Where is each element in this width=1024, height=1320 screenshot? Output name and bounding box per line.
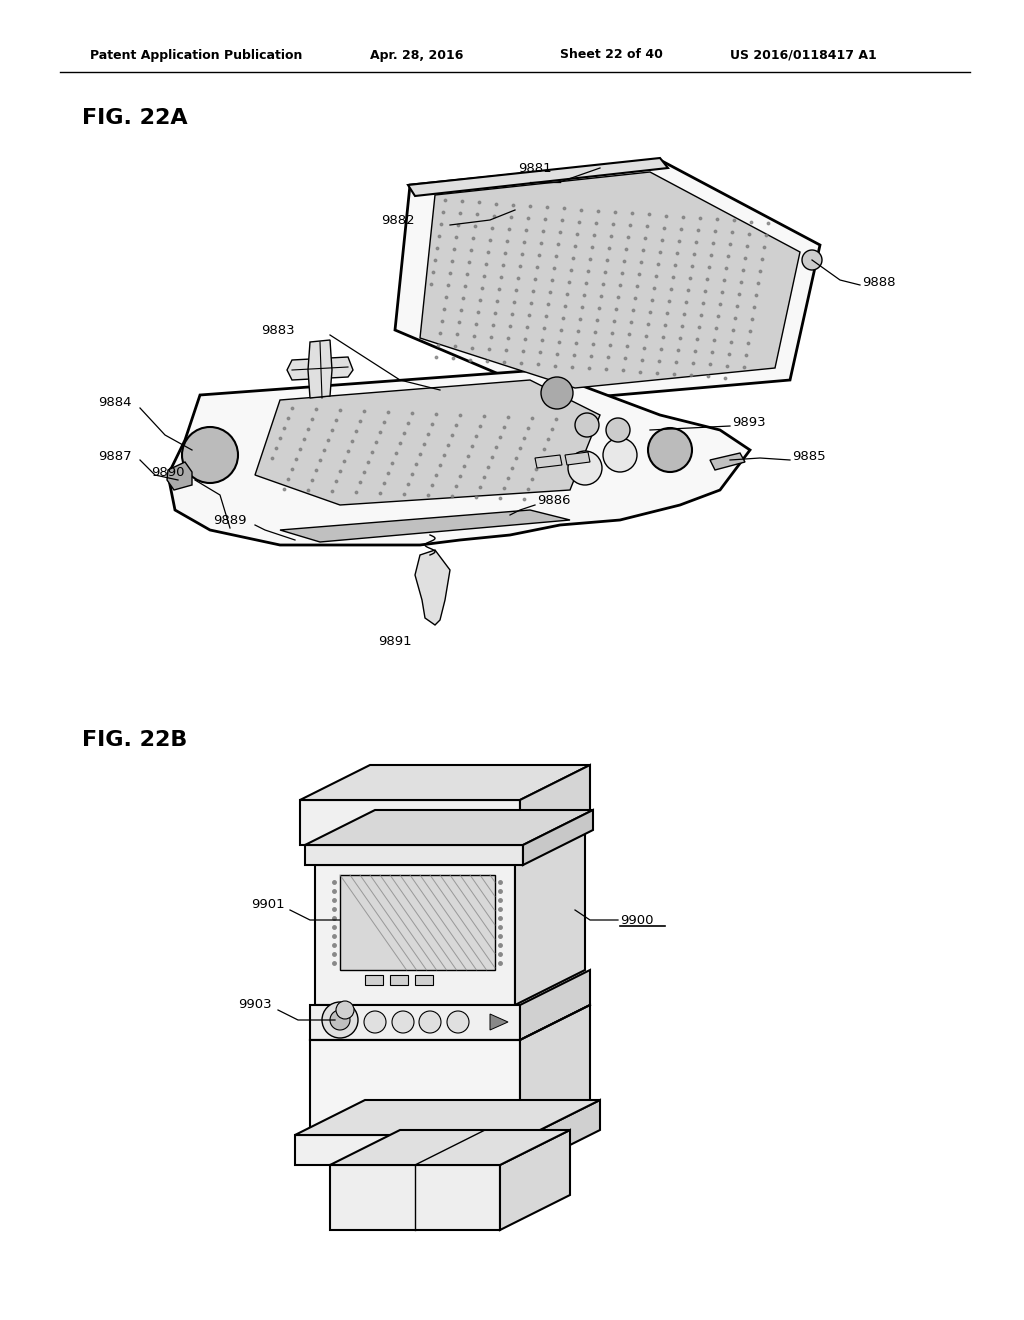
Polygon shape [310,1005,520,1040]
Polygon shape [520,766,590,845]
Polygon shape [530,1100,600,1166]
Circle shape [648,428,692,473]
Polygon shape [300,800,520,845]
Polygon shape [565,451,590,465]
Text: 9891: 9891 [378,635,412,648]
Text: 9893: 9893 [732,417,766,429]
Polygon shape [490,1014,508,1030]
Text: 9887: 9887 [98,450,132,463]
Circle shape [419,1011,441,1034]
Polygon shape [535,455,562,469]
Polygon shape [310,1040,520,1135]
Polygon shape [395,160,820,400]
Text: 9882: 9882 [381,214,415,227]
Polygon shape [315,865,515,1005]
Circle shape [392,1011,414,1034]
Text: 9881: 9881 [518,162,552,176]
Polygon shape [305,845,523,865]
Polygon shape [340,875,495,970]
Text: Apr. 28, 2016: Apr. 28, 2016 [370,49,464,62]
Text: 9903: 9903 [239,998,272,1011]
Polygon shape [255,380,600,506]
Polygon shape [308,341,332,399]
Circle shape [603,438,637,473]
Polygon shape [415,550,450,624]
Polygon shape [520,1005,590,1135]
Circle shape [802,249,822,271]
Text: Patent Application Publication: Patent Application Publication [90,49,302,62]
Polygon shape [408,158,668,195]
Polygon shape [295,1100,600,1135]
Polygon shape [365,975,383,985]
Polygon shape [710,453,745,470]
Text: US 2016/0118417 A1: US 2016/0118417 A1 [730,49,877,62]
Polygon shape [300,766,590,800]
Polygon shape [390,975,408,985]
Polygon shape [415,975,433,985]
Polygon shape [420,172,800,388]
Text: 9886: 9886 [537,494,570,507]
Circle shape [606,418,630,442]
Circle shape [568,451,602,484]
Polygon shape [295,1135,530,1166]
Text: 9883: 9883 [261,323,295,337]
Polygon shape [330,1130,570,1166]
Text: 9888: 9888 [862,276,896,289]
Text: Sheet 22 of 40: Sheet 22 of 40 [560,49,663,62]
Text: FIG. 22A: FIG. 22A [82,108,187,128]
Text: 9901: 9901 [251,899,285,912]
Polygon shape [305,810,593,845]
Circle shape [447,1011,469,1034]
Polygon shape [520,970,590,1040]
Text: 9900: 9900 [620,913,653,927]
Polygon shape [168,370,750,545]
Polygon shape [287,356,353,380]
Text: 9885: 9885 [792,450,825,463]
Circle shape [330,1010,350,1030]
Polygon shape [280,510,570,543]
Text: 9890: 9890 [152,466,185,479]
Circle shape [364,1011,386,1034]
Text: 9884: 9884 [98,396,132,408]
Polygon shape [167,462,193,490]
Circle shape [322,1002,358,1038]
Text: FIG. 22B: FIG. 22B [82,730,187,750]
Polygon shape [500,1130,570,1230]
Circle shape [541,378,573,409]
Polygon shape [330,1166,500,1230]
Polygon shape [523,810,593,865]
Polygon shape [515,830,585,1005]
Circle shape [575,413,599,437]
Circle shape [182,426,238,483]
Circle shape [336,1001,354,1019]
Text: 9889: 9889 [213,513,247,527]
